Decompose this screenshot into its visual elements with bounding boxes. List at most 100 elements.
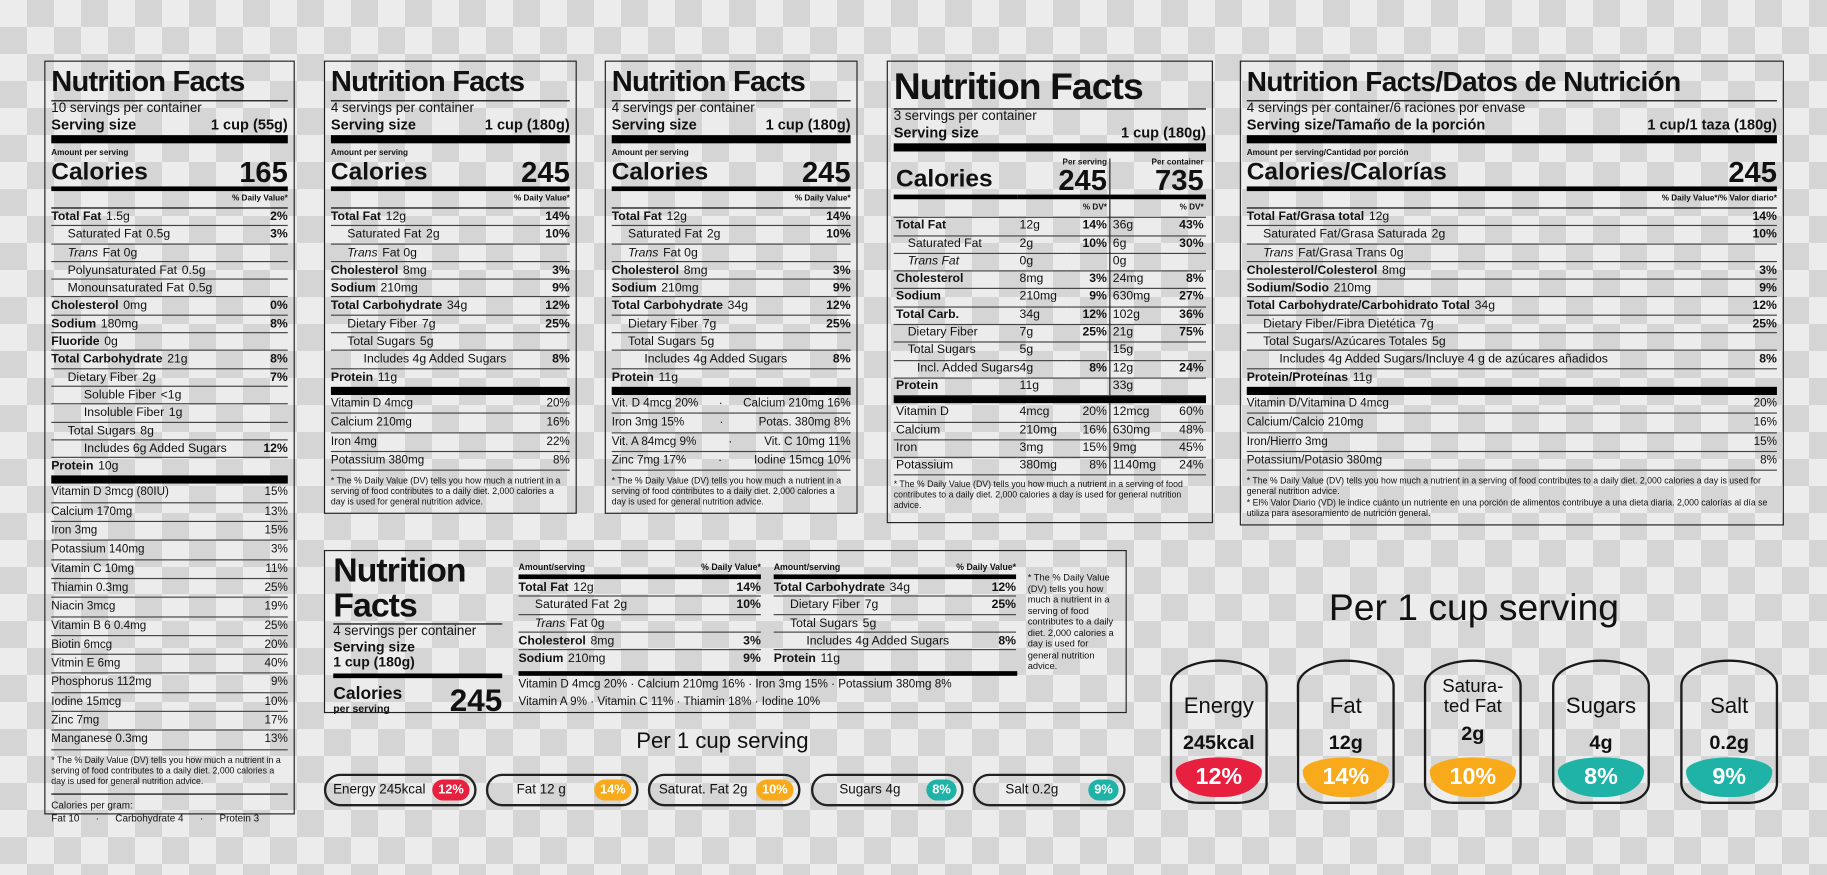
vitamin-row: Vitamin D 4mcg 20% xyxy=(330,395,570,414)
gda-badge-value: 245kcal xyxy=(1182,731,1255,754)
nutrient-amount: 21g xyxy=(167,352,188,367)
per-serving-calories: Per serving 245 xyxy=(1017,158,1111,200)
protein-calories: Protein 3 xyxy=(219,811,260,824)
vitamin-daily-value: 15% xyxy=(264,524,288,538)
vitamin-daily-value: 13% xyxy=(264,505,288,519)
nutrient-name: Sodium xyxy=(518,651,564,666)
nutrient-daily-value: 8% xyxy=(270,352,288,367)
serving-size-value: 1 cup (180g) xyxy=(1120,124,1206,141)
nutrient-row: Trans Fat 0g xyxy=(611,244,851,263)
nutrient-name: Total Sugars xyxy=(67,423,136,438)
vitamin-daily-value: 8% xyxy=(1760,454,1777,468)
vitamin-list: Vitamin D 3mcg (80IU) 15% Calcium 170mg 13%… xyxy=(51,484,288,750)
nutrient-name: Dietary Fiber/Fibra Dietética xyxy=(1263,316,1416,331)
vitamin-row: Potassium/Potasio 380mg 8% xyxy=(1246,452,1777,471)
calories-per-gram: Calories per gram: Fat 10 · Carbohydrate… xyxy=(51,793,288,824)
nutrient-amount: 7g xyxy=(1420,316,1434,331)
gda-pill-label: Energy 245kcal xyxy=(333,783,426,797)
serving-daily-value: 20% xyxy=(1066,403,1111,423)
nutrient-daily-value: 25% xyxy=(991,598,1017,613)
nutrient-name: Total Fat/Grasa total xyxy=(1246,209,1365,224)
calories-label: Calories xyxy=(611,158,709,186)
nutrient-list: Total Carbohydrate 34g 12% Dietary Fiber 7g 2… xyxy=(773,579,1017,668)
vitamin-name: Manganese 0.3mg xyxy=(51,733,148,747)
nutrient-name: Cholesterol xyxy=(518,633,586,648)
nutrient-row: Total Fat 12g 14% 36g 43% xyxy=(893,217,1206,237)
nutrient-row: Dietary Fiber 7g 25% xyxy=(611,316,851,334)
servings-per-container: 4 servings per container xyxy=(330,101,474,116)
nutrient-row: Total Sugars 5g xyxy=(773,615,1017,633)
nutrient-row: Trans Fat 0g xyxy=(518,615,761,633)
nutrient-row: Protein 11g xyxy=(331,369,570,387)
dv-header-row: % DV* % DV* xyxy=(893,199,1206,219)
nutrient-row: Protein/Proteínas 11g xyxy=(1247,369,1777,387)
serving-amount: 210mg xyxy=(1017,421,1067,441)
serving-daily-value: 3% xyxy=(1066,270,1111,290)
thick-divider xyxy=(51,475,288,485)
serving-daily-value xyxy=(1066,341,1111,361)
nutrition-label-vertical-full: Nutrition Facts 10 servings per containe… xyxy=(44,60,295,823)
serving-size-label: Serving size/Tamaño de la porción xyxy=(1246,116,1486,133)
nutrient-name: Includes 4g Added Sugars/Incluye 4 g de … xyxy=(1279,352,1608,367)
nutrient-list: Total Fat 12g 14% Saturated Fat 2g 10% Trans Fa… xyxy=(518,579,761,668)
nutrient-row: Soluble Fiber <1g xyxy=(51,387,288,405)
vitamin-name: Vitamin D 3mcg (80IU) xyxy=(51,486,169,500)
nutrient-name: Saturated Fat/Grasa Saturada xyxy=(1263,227,1427,242)
nutrient-name: Trans xyxy=(347,245,378,260)
container-amount: 33g xyxy=(1110,377,1162,397)
nutrient-daily-value: 3% xyxy=(552,263,570,278)
gda-pill-percent: 14% xyxy=(594,779,632,801)
nutrient-amount: 0g xyxy=(104,334,118,349)
nutrient-amount: 34g xyxy=(889,580,911,595)
serving-daily-value: 16% xyxy=(1066,421,1111,441)
vitamin-row: Thiamin 0.3mg 25% xyxy=(51,579,288,599)
calories: Calories per serving 245 xyxy=(333,673,503,718)
nutrition-label-simplified-vitamins: Nutrition Facts 4 servings per container… xyxy=(604,60,858,514)
daily-value-header: % Daily Value* xyxy=(330,191,570,209)
calories-label: Calories xyxy=(333,683,403,704)
nutrient-row: Dietary Fiber 7g 25% 21g 75% xyxy=(893,324,1206,344)
nutrient-daily-value: 25% xyxy=(545,316,570,331)
horizontal-vitamins: Vitamin D 4mcg 20% · Calcium 210mg 16% ·… xyxy=(518,671,1018,711)
vitamin-name: Iron 4mg xyxy=(330,435,377,449)
title-line-1: Nutrition xyxy=(333,552,466,590)
nutrient-amount: 10g xyxy=(98,459,119,474)
nutrient-row: Protein 11g xyxy=(774,650,1016,668)
vitamin-right: Vit. C 10mg 11% xyxy=(764,435,851,449)
fat-calories: Fat 10 xyxy=(51,811,80,824)
nutrient-amount: 8g xyxy=(140,423,154,438)
nutrient-daily-value: 9% xyxy=(832,281,851,296)
nutrient-amount: 34g xyxy=(1474,298,1496,313)
container-amount: 36g xyxy=(1110,217,1162,237)
thick-divider xyxy=(1246,135,1777,144)
footnote: * The % Daily Value (DV) tells you how m… xyxy=(1027,572,1114,672)
container-amount: 630mg xyxy=(1110,421,1162,441)
vitamin-row: Biotin 6mcg 20% xyxy=(51,636,288,655)
nutrient-row: Includes 4g Added Sugars 8% xyxy=(773,633,1017,651)
nutrient-daily-value: 7% xyxy=(270,370,288,385)
serving-amount: 3mg xyxy=(1017,439,1067,459)
nutrient-row: Saturated Fat 2g 10% xyxy=(518,597,761,615)
nutrient-daily-value: 3% xyxy=(743,633,761,648)
container-amount: 0g xyxy=(1110,253,1162,272)
daily-value-header: % Daily Value* xyxy=(51,191,288,209)
serving-amount: 34g xyxy=(1017,306,1067,326)
nutrient-row: Incl. Added Sugars 4g 8% 12g 24% xyxy=(893,359,1206,379)
nutrient-row: Saturated Fat 0.5g 3% xyxy=(51,226,288,245)
nutrient-row: Total Sugars 5g xyxy=(611,333,851,352)
nutrient-row: Total Fat 12g 14% xyxy=(330,209,570,227)
nutrient-row: Dietary Fiber 2g 7% xyxy=(51,369,288,387)
serving-amount: 5g xyxy=(1017,342,1067,361)
vitamin-row: Potassium 380mg 8% xyxy=(330,452,570,471)
calories-value: 245 xyxy=(801,156,851,189)
vitamin-daily-value: 22% xyxy=(546,435,570,449)
vitamin-name: Vitamin D/Vitamina D 4mcg xyxy=(1246,397,1389,411)
nutrient-row: Total Sugars/Azúcares Totales 5g xyxy=(1246,333,1777,352)
vitamin-daily-value: 3% xyxy=(270,543,288,557)
nutrient-daily-value: 25% xyxy=(1752,316,1777,331)
serving-daily-value: 25% xyxy=(1066,324,1111,344)
nutrient-amount: 7g xyxy=(421,316,436,331)
serving-amount: 380mg xyxy=(1017,457,1067,476)
vitamin-right: Calcium 210mg 16% xyxy=(743,397,851,411)
